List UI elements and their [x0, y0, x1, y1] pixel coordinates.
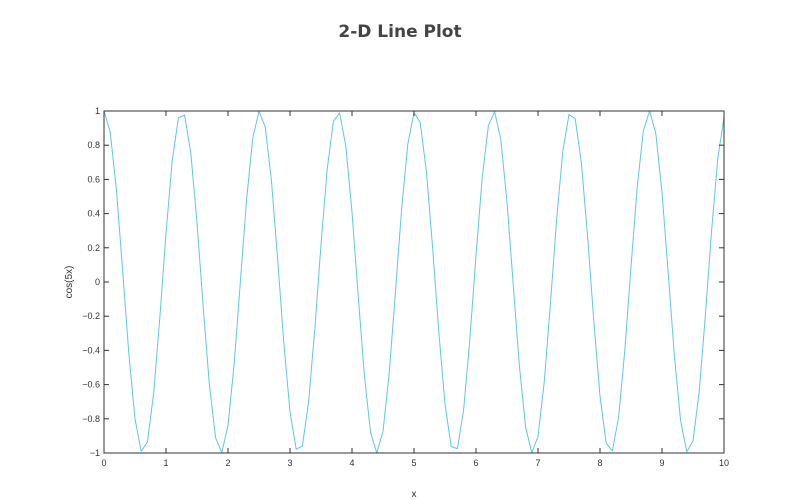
y-tick-label: −0.6	[82, 380, 100, 390]
plot-area	[104, 111, 724, 453]
y-tick-label: 0.2	[87, 243, 100, 253]
y-tick-label: 0.4	[87, 209, 100, 219]
y-tick-label: −0.4	[82, 345, 100, 355]
x-tick-label: 8	[597, 458, 602, 468]
x-tick-label: 6	[473, 458, 478, 468]
x-tick-label: 10	[719, 458, 729, 468]
x-axis-label: x	[412, 489, 417, 500]
x-tick-label: 9	[659, 458, 664, 468]
y-tick-label: 1	[95, 106, 100, 116]
y-tick-label: 0	[95, 277, 100, 287]
x-tick-label: 2	[225, 458, 230, 468]
x-tick-label: 0	[101, 458, 106, 468]
x-tick-label: 3	[287, 458, 292, 468]
axes-layer: 0 1 2 3 4 5 6 7 8 9 10 −1 −0.8 −0.6 −0.4 −0.2 0 0.2 0.4 0.6…	[82, 106, 729, 468]
x-tick-label: 1	[163, 458, 168, 468]
plot-background	[104, 111, 724, 453]
x-tick-label: 4	[349, 458, 354, 468]
x-tick-label: 7	[535, 458, 540, 468]
y-tick-label: −1	[90, 448, 100, 458]
y-tick-label: −0.2	[82, 311, 100, 321]
y-tick-label: −0.8	[82, 414, 100, 424]
y-axis-label: cos(5x)	[64, 266, 75, 299]
x-tick-label: 5	[411, 458, 416, 468]
chart-title: 2-D Line Plot	[338, 22, 462, 42]
y-tick-label: 0.8	[87, 140, 100, 150]
y-tick-label: 0.6	[87, 174, 100, 184]
